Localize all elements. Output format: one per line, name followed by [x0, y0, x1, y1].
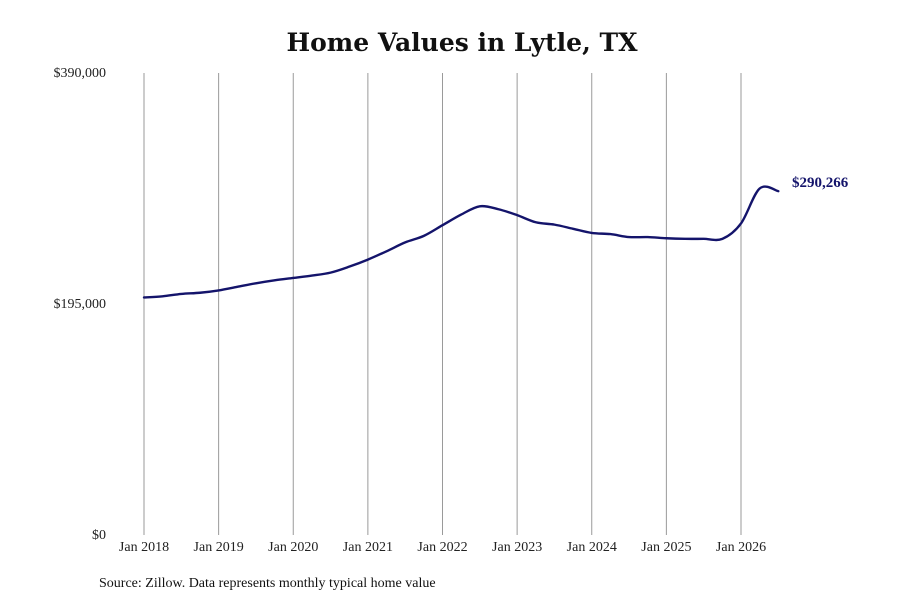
plot-area: [142, 185, 780, 299]
x-tick-label: Jan 2019: [194, 540, 244, 555]
x-tick-label: Jan 2021: [343, 540, 393, 555]
y-axis: $0 $195,000 $390,000: [54, 66, 107, 543]
x-tick-label: Jan 2022: [417, 540, 467, 555]
source-note: Source: Zillow. Data represents monthly …: [99, 576, 436, 591]
x-tick-label: Jan 2024: [567, 540, 617, 555]
x-tick-label: Jan 2018: [119, 540, 169, 555]
y-tick-label: $195,000: [54, 297, 107, 312]
series-line-0: [142, 185, 780, 299]
x-tick-label: Jan 2020: [268, 540, 318, 555]
x-tick-label: Jan 2025: [641, 540, 691, 555]
x-tick-label: Jan 2023: [492, 540, 542, 555]
y-tick-label: $0: [92, 528, 106, 543]
x-tick-label: Jan 2026: [716, 540, 766, 555]
x-axis: Jan 2018 Jan 2019 Jan 2020 Jan 2021 Jan 2022…: [119, 540, 766, 555]
y-tick-label: $390,000: [54, 66, 107, 81]
chart-title: Home Values in Lytle, TX: [287, 28, 639, 57]
vertical-grid: [143, 73, 742, 535]
end-value-label: $290,266: [792, 175, 849, 191]
